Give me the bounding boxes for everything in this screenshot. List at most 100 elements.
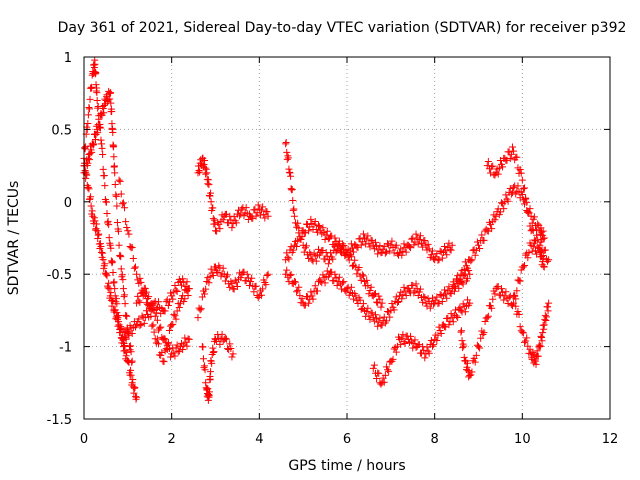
data-point	[210, 348, 218, 356]
data-point	[229, 350, 237, 358]
data-point	[105, 221, 113, 229]
data-point	[93, 227, 101, 235]
data-point	[181, 295, 189, 303]
data-point	[516, 165, 524, 173]
data-point	[121, 347, 129, 355]
data-point	[447, 310, 455, 318]
data-point	[339, 279, 347, 287]
data-point	[96, 121, 104, 129]
data-point	[466, 270, 474, 278]
data-point	[121, 204, 129, 212]
data-point	[316, 223, 324, 231]
data-point	[535, 244, 543, 252]
data-point	[376, 295, 384, 303]
data-point	[506, 154, 514, 162]
data-point	[232, 219, 240, 227]
x-tick-label: 0	[80, 432, 88, 447]
data-point	[219, 264, 227, 272]
data-point	[165, 327, 173, 335]
data-point	[480, 329, 488, 337]
series-track-11	[282, 215, 456, 264]
data-point	[199, 355, 207, 363]
data-point	[123, 312, 131, 320]
data-point	[491, 216, 499, 224]
data-point	[322, 231, 330, 239]
data-point	[99, 151, 107, 159]
data-point	[109, 128, 117, 136]
data-point	[538, 253, 546, 261]
data-point	[380, 243, 388, 251]
data-point	[437, 330, 445, 338]
data-point	[506, 184, 514, 192]
data-point	[206, 375, 214, 383]
data-point	[324, 260, 332, 268]
data-point	[537, 238, 545, 246]
data-point	[371, 311, 379, 319]
data-point	[205, 279, 213, 287]
data-point	[208, 359, 216, 367]
data-point	[356, 296, 364, 304]
data-point	[121, 300, 129, 308]
data-point	[319, 224, 327, 232]
data-point	[535, 341, 543, 349]
data-point	[419, 298, 427, 306]
data-point	[412, 230, 420, 238]
data-point	[365, 290, 373, 298]
data-point	[201, 290, 209, 298]
data-point	[463, 363, 471, 371]
data-point	[331, 234, 339, 242]
data-point	[401, 340, 409, 348]
data-point	[293, 242, 301, 250]
data-point	[294, 286, 302, 294]
data-point	[88, 71, 96, 79]
data-point	[179, 346, 187, 354]
data-point	[287, 271, 295, 279]
data-point	[263, 208, 271, 216]
data-point	[183, 278, 191, 286]
data-point	[142, 288, 150, 296]
data-point	[160, 334, 168, 342]
data-point	[390, 306, 398, 314]
data-point	[290, 277, 298, 285]
data-point	[206, 192, 214, 200]
data-point	[87, 202, 95, 210]
data-point	[529, 227, 537, 235]
data-point	[411, 336, 419, 344]
data-point	[308, 256, 316, 264]
data-point	[111, 169, 119, 177]
data-point	[453, 312, 461, 320]
data-point	[359, 230, 367, 238]
data-point	[317, 277, 325, 285]
data-point	[262, 281, 270, 289]
data-point	[368, 309, 376, 317]
data-point	[533, 347, 541, 355]
data-point	[113, 309, 121, 317]
data-point	[180, 278, 188, 286]
data-point	[495, 164, 503, 172]
y-tick-label: -1	[59, 341, 72, 356]
data-point	[258, 206, 266, 214]
x-tick-label: 10	[514, 432, 531, 447]
data-point	[364, 282, 372, 290]
data-point	[458, 327, 466, 335]
data-point	[104, 219, 112, 227]
data-point	[438, 298, 446, 306]
data-point	[90, 140, 98, 148]
data-point	[128, 330, 136, 338]
data-point	[125, 342, 133, 350]
data-point	[122, 352, 130, 360]
data-point	[374, 322, 382, 330]
data-point	[488, 225, 496, 233]
y-tick-label: -1.5	[47, 413, 72, 428]
data-point	[98, 140, 106, 148]
data-point	[157, 351, 165, 359]
data-point	[155, 298, 163, 306]
data-point	[448, 241, 456, 249]
data-point	[476, 344, 484, 352]
data-point	[541, 312, 549, 320]
data-point	[358, 271, 366, 279]
data-point	[526, 222, 534, 230]
data-point	[311, 217, 319, 225]
data-point	[521, 261, 529, 269]
data-point	[484, 312, 492, 320]
